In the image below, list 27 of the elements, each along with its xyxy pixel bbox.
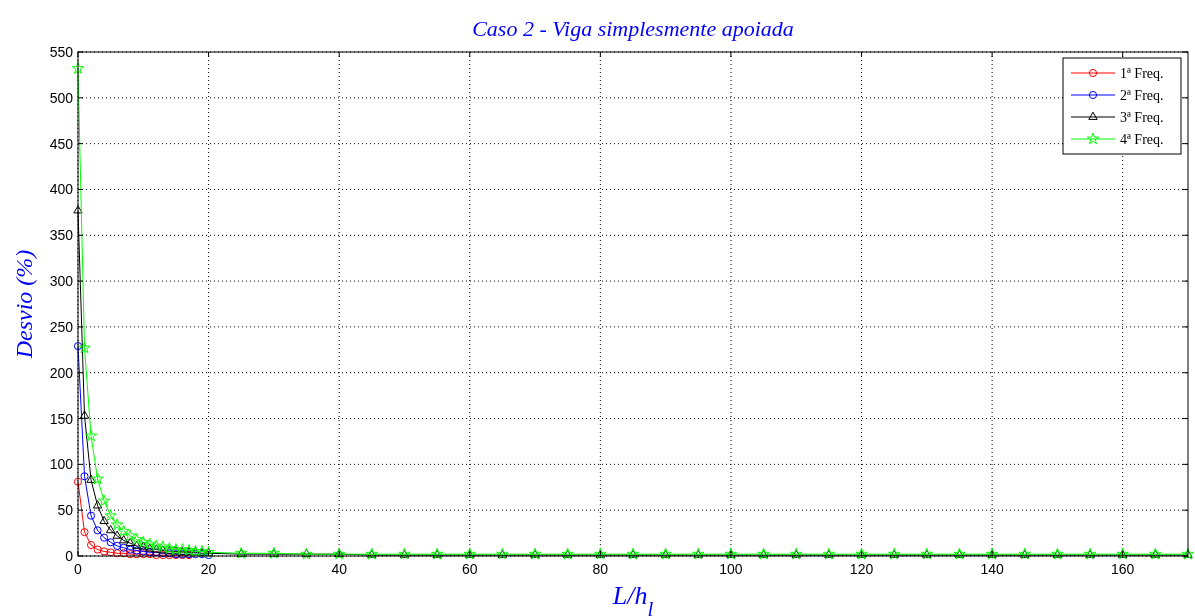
x-tick-label: 60	[461, 561, 478, 577]
x-tick-label: 20	[200, 561, 217, 577]
chart-title: Caso 2 - Viga simplesmente apoiada	[472, 16, 794, 41]
y-tick-label: 150	[49, 410, 74, 427]
x-tick-label: 100	[719, 561, 743, 577]
y-tick-label: 250	[49, 318, 74, 335]
y-tick-label: 450	[49, 135, 74, 152]
y-tick-label: 300	[49, 273, 74, 290]
y-tick-label: 50	[57, 502, 74, 519]
x-tick-label: 120	[849, 561, 874, 577]
y-tick-label: 200	[49, 364, 74, 381]
legend-label: 4ª Freq.	[1120, 132, 1164, 147]
legend-label: 2ª Freq.	[1120, 88, 1164, 103]
y-tick-label: 550	[49, 44, 74, 60]
y-tick-label: 100	[49, 456, 74, 473]
x-tick-label: 140	[980, 561, 1005, 577]
y-tick-label: 400	[49, 181, 74, 198]
legend-label: 1ª Freq.	[1120, 66, 1164, 81]
legend-label: 3ª Freq.	[1120, 110, 1164, 125]
x-axis-title: L/h$_{l}$	[611, 581, 654, 616]
x-tick-label: 160	[1111, 561, 1135, 577]
y-axis-title: Desvio (%)	[11, 249, 37, 360]
y-tick-label: 0	[65, 548, 74, 564]
y-tick-label: 500	[49, 89, 74, 106]
y-tick-label: 350	[49, 227, 74, 244]
x-tick-label: 80	[592, 561, 609, 577]
x-tick-label: 40	[331, 561, 348, 577]
